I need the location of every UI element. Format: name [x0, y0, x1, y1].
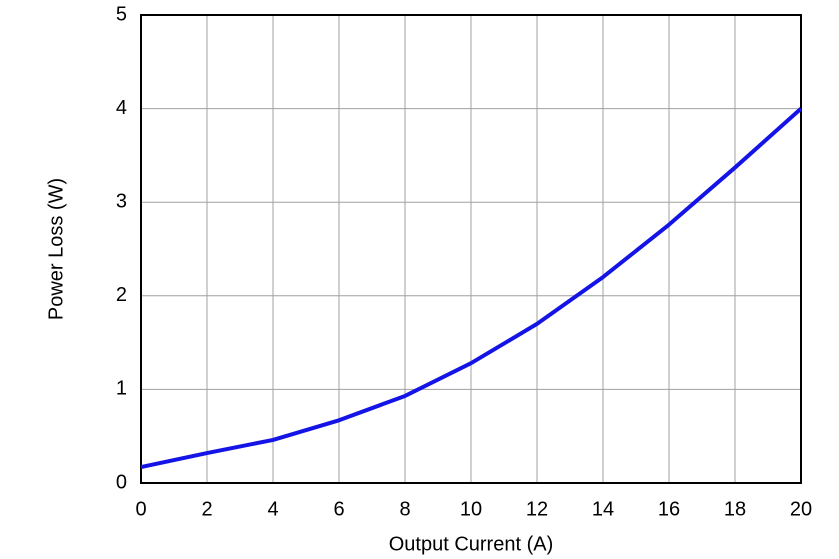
y-tick-label: 0 [116, 471, 127, 493]
x-tick-label: 4 [267, 498, 278, 520]
x-tick-label: 2 [201, 498, 212, 520]
x-tick-label: 20 [790, 498, 812, 520]
x-axis-label: Output Current (A) [389, 533, 554, 555]
data-line [140, 107, 803, 470]
plot-frame [140, 14, 802, 484]
x-tick-label: 6 [333, 498, 344, 520]
x-tick-label: 10 [460, 498, 482, 520]
y-tick-label: 5 [116, 3, 127, 25]
x-tick-label: 8 [399, 498, 410, 520]
y-axis-label: Power Loss (W) [45, 178, 67, 320]
y-tick-label: 4 [116, 97, 127, 119]
x-tick-label: 18 [724, 498, 746, 520]
x-tick-label: 16 [658, 498, 680, 520]
y-tick-label: 3 [116, 190, 127, 212]
y-tick-label: 1 [116, 378, 127, 400]
x-tick-label: 0 [135, 498, 146, 520]
x-tick-label: 14 [592, 498, 614, 520]
x-tick-label: 12 [526, 498, 548, 520]
y-tick-label: 2 [116, 284, 127, 306]
